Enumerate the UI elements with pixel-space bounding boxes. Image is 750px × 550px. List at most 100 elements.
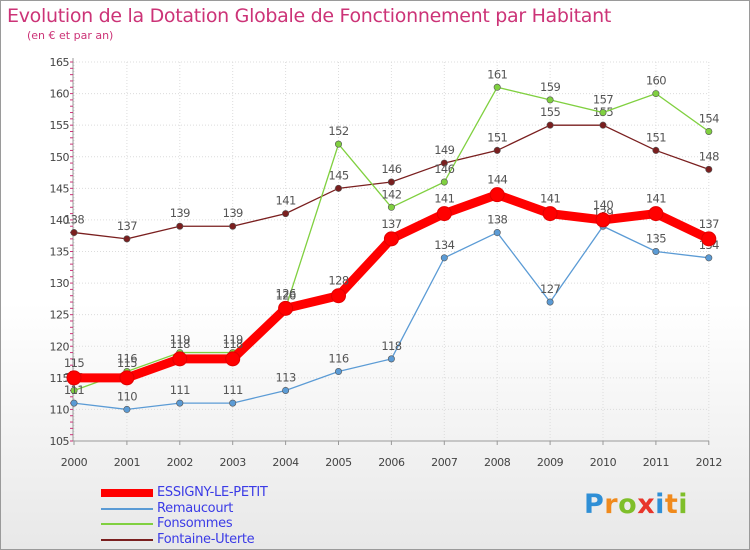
data-label-essigny-le-petit: 115 — [64, 356, 84, 370]
data-label-fonsommes: 126 — [276, 288, 296, 302]
y-tick-label: 160 — [50, 88, 70, 101]
legend-label: ESSIGNY-LE-PETIT — [157, 485, 268, 500]
data-point-remaucourt — [440, 254, 448, 262]
data-label-fontaine-uterte: 148 — [699, 149, 719, 163]
logo-letter: P — [584, 489, 605, 520]
x-tick-label: 2010 — [590, 456, 617, 469]
legend-swatch — [101, 489, 153, 497]
data-label-essigny-le-petit: 144 — [487, 173, 507, 187]
data-label-fontaine-uterte: 151 — [487, 130, 507, 144]
logo-letter: t — [664, 489, 679, 520]
x-tick-label: 2003 — [219, 456, 246, 469]
data-label-fontaine-uterte: 146 — [381, 162, 401, 176]
data-label-remaucourt: 111 — [64, 383, 84, 397]
data-label-fontaine-uterte: 145 — [328, 168, 348, 182]
y-tick-label: 140 — [50, 214, 70, 227]
data-point-fonsommes — [652, 90, 660, 98]
y-tick-label: 130 — [50, 277, 70, 290]
data-label-fonsommes: 119 — [170, 333, 190, 347]
data-point-essigny-le-petit — [383, 231, 399, 247]
legend-label: Remaucourt — [157, 500, 234, 516]
data-label-fonsommes: 160 — [646, 74, 666, 88]
data-point-fonsommes — [705, 127, 713, 135]
x-tick-label: 2002 — [167, 456, 193, 469]
data-point-fontaine-uterte — [493, 146, 501, 154]
logo-letter: x — [637, 489, 656, 520]
data-point-fontaine-uterte — [176, 222, 184, 230]
x-tick-label: 2005 — [325, 456, 352, 469]
data-label-fontaine-uterte: 149 — [434, 143, 454, 157]
data-label-fonsommes: 146 — [434, 162, 454, 176]
y-tick-label: 115 — [50, 372, 70, 385]
data-label-fontaine-uterte: 138 — [64, 213, 84, 227]
legend-swatch — [101, 507, 153, 510]
data-label-essigny-le-petit: 137 — [699, 217, 719, 231]
data-point-fonsommes — [546, 96, 554, 104]
data-label-fontaine-uterte: 137 — [117, 219, 137, 233]
data-point-essigny-le-petit — [66, 370, 82, 386]
x-tick-label: 2000 — [61, 456, 88, 469]
logo-letter: i — [655, 489, 665, 520]
data-point-fonsommes — [599, 109, 607, 117]
data-point-remaucourt — [282, 386, 290, 394]
data-point-remaucourt — [176, 399, 184, 407]
x-tick-label: 2011 — [643, 456, 669, 469]
data-label-essigny-le-petit: 141 — [540, 192, 560, 206]
x-tick-label: 2006 — [378, 456, 405, 469]
data-label-remaucourt: 111 — [170, 383, 190, 397]
data-label-fonsommes: 157 — [593, 93, 613, 107]
data-point-fontaine-uterte — [70, 229, 78, 237]
data-label-essigny-le-petit: 140 — [593, 198, 613, 212]
legend-swatch — [101, 523, 153, 525]
y-tick-label: 110 — [50, 403, 70, 416]
logo-letter: r — [604, 489, 619, 520]
data-label-fonsommes: 119 — [223, 333, 243, 347]
data-point-remaucourt — [387, 355, 395, 363]
data-label-remaucourt: 118 — [381, 339, 401, 353]
data-label-fonsommes: 161 — [487, 67, 507, 81]
y-tick-label: 120 — [50, 340, 70, 353]
x-tick-label: 2001 — [114, 456, 140, 469]
data-label-fontaine-uterte: 139 — [170, 206, 190, 220]
data-label-essigny-le-petit: 118 — [223, 337, 243, 351]
data-point-remaucourt — [705, 254, 713, 262]
logo-letter: o — [618, 489, 638, 520]
x-tick-label: 2012 — [696, 456, 722, 469]
data-label-fonsommes: 152 — [328, 124, 348, 138]
data-point-fonsommes — [387, 203, 395, 211]
data-point-remaucourt — [334, 368, 342, 376]
data-point-fontaine-uterte — [599, 121, 607, 129]
data-point-remaucourt — [652, 248, 660, 256]
data-point-essigny-le-petit — [595, 212, 611, 228]
data-point-essigny-le-petit — [225, 351, 241, 367]
data-label-fonsommes: 154 — [699, 111, 719, 125]
data-point-essigny-le-petit — [489, 187, 505, 203]
x-tick-label: 2008 — [484, 456, 511, 469]
data-point-remaucourt — [123, 405, 131, 413]
data-label-essigny-le-petit: 115 — [117, 356, 137, 370]
data-point-fonsommes — [440, 178, 448, 186]
data-label-fontaine-uterte: 139 — [223, 206, 243, 220]
data-label-essigny-le-petit: 141 — [434, 192, 454, 206]
y-tick-label: 145 — [50, 182, 70, 195]
x-tick-label: 2004 — [272, 456, 299, 469]
data-point-fontaine-uterte — [229, 222, 237, 230]
data-label-essigny-le-petit: 141 — [646, 192, 666, 206]
data-label-essigny-le-petit: 128 — [328, 274, 348, 288]
data-label-essigny-le-petit: 126 — [276, 286, 296, 300]
chart-subtitle: (en € et par an) — [27, 29, 114, 42]
data-label-remaucourt: 134 — [434, 238, 454, 252]
logo-letter: i — [678, 489, 689, 520]
data-point-remaucourt — [493, 229, 501, 237]
data-point-essigny-le-petit — [701, 231, 717, 247]
y-tick-label: 165 — [50, 56, 70, 69]
proxiti-logo: Proxiti — [584, 489, 688, 520]
data-label-fonsommes: 116 — [117, 352, 137, 366]
data-point-essigny-le-petit — [172, 351, 188, 367]
data-label-fonsommes: 142 — [381, 187, 401, 201]
data-point-fontaine-uterte — [334, 184, 342, 192]
data-label-remaucourt: 110 — [117, 389, 137, 403]
y-tick-label: 155 — [50, 119, 70, 132]
